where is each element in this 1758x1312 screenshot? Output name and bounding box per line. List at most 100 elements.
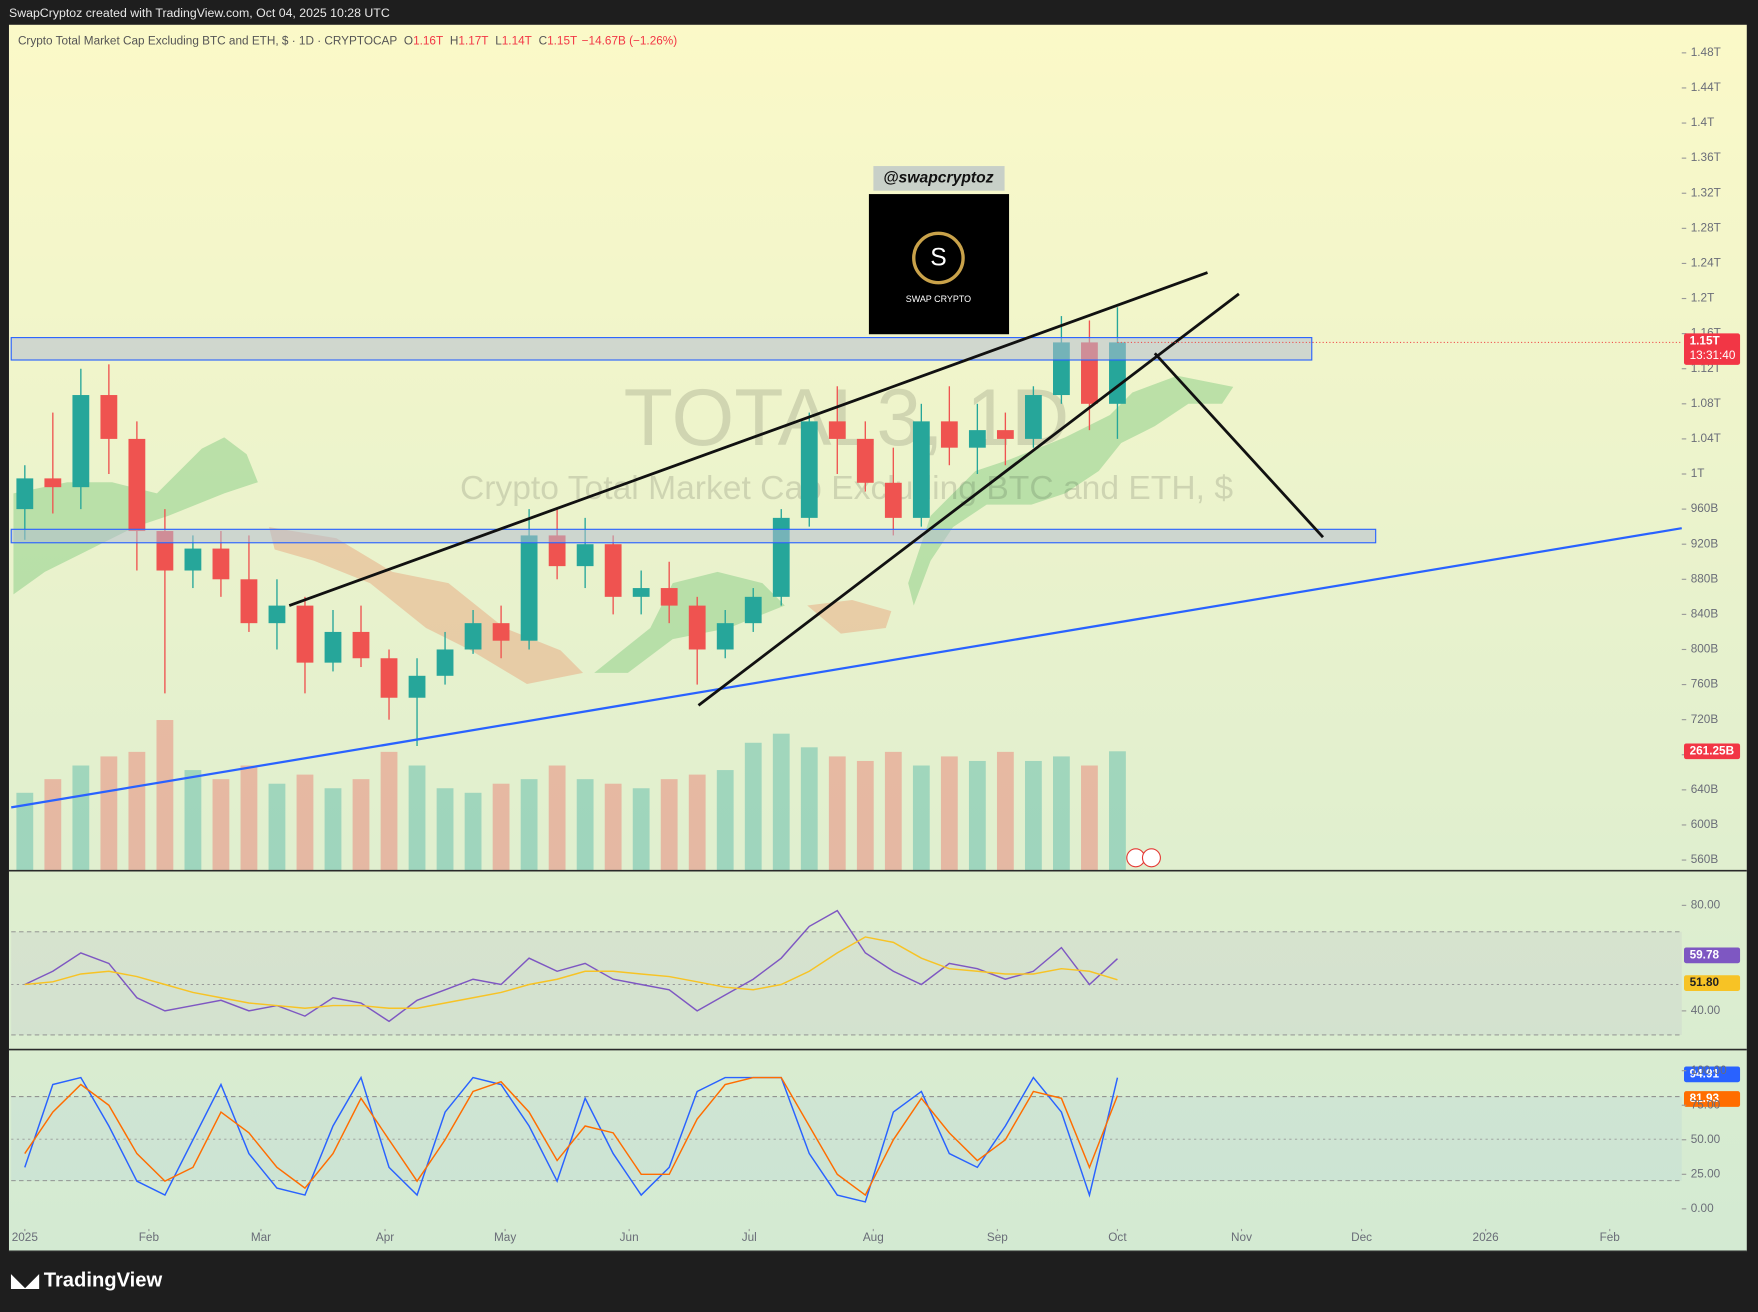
volume-bar — [772, 733, 790, 871]
candle-body — [1024, 395, 1042, 439]
y-tick-label: 80.00 — [1691, 898, 1721, 911]
candle-body — [520, 535, 538, 641]
candle-body — [268, 605, 286, 624]
candle-body — [716, 623, 734, 650]
volume-bar — [688, 774, 706, 871]
volume-label-bg — [1684, 743, 1741, 760]
annotation: @swapcryptoz — [883, 170, 993, 187]
candle-body — [828, 421, 846, 439]
x-tick-label: 2026 — [1473, 1231, 1500, 1244]
volume-bar — [940, 756, 958, 871]
marks — [16, 307, 1126, 1203]
logo-text: SWAP CRYPTO — [906, 294, 971, 304]
x-tick-label: Dec — [1351, 1231, 1372, 1244]
indicator-line — [24, 1075, 1119, 1203]
volume-bar — [184, 770, 202, 871]
legend-key: C — [539, 35, 548, 48]
volume-bar — [828, 756, 846, 871]
last-value-label: 94.91 — [1690, 1067, 1720, 1080]
legend-value: 1.16T — [413, 35, 443, 48]
y-tick-label: 1.12T — [1691, 362, 1721, 375]
volume-bar — [212, 779, 230, 871]
volume-bar — [1081, 765, 1098, 871]
logo-letter: S — [930, 245, 946, 272]
cloud — [11, 375, 1682, 1182]
x-tick-label: Feb — [139, 1231, 160, 1244]
y-tick-label: 25.00 — [1691, 1167, 1721, 1180]
y-tick-label: 800B — [1691, 643, 1719, 656]
last-value-label-bg — [1684, 975, 1741, 991]
last-value-label: 81.93 — [1690, 1092, 1720, 1105]
candle-body — [380, 658, 398, 698]
legend-title: Crypto Total Market Cap Excluding BTC an… — [18, 35, 397, 48]
volume-bar — [856, 760, 874, 871]
volume-bar — [44, 779, 62, 871]
x-tick-label: Jun — [620, 1231, 639, 1244]
volume-bar — [660, 779, 678, 871]
header: SwapCryptoz created with TradingView.com… — [9, 6, 390, 20]
y-tick-label: 720B — [1691, 713, 1719, 726]
x-tick-label: Feb — [1600, 1231, 1621, 1244]
last-value-label-bg — [1684, 947, 1741, 964]
y-tick-label: 880B — [1691, 572, 1719, 585]
candle-body — [212, 548, 230, 580]
y-tick-label: 0.00 — [1691, 1202, 1714, 1215]
last-value-label: 51.80 — [1690, 976, 1720, 989]
volume-bar — [1109, 751, 1126, 871]
indicator-line — [24, 909, 1118, 1023]
candle-body — [492, 623, 510, 641]
volume-bar — [716, 770, 734, 871]
y-tick-label: 840B — [1691, 607, 1719, 620]
volume-bar — [1053, 756, 1070, 871]
candle-body — [744, 596, 762, 624]
y-tick-label: 960B — [1691, 502, 1719, 515]
indicator-line — [24, 936, 1118, 1010]
volume-bar — [380, 751, 398, 871]
x-tick-label: May — [494, 1231, 516, 1244]
candle-body — [912, 421, 930, 518]
volume-bar — [296, 774, 314, 871]
legend-value: 1.14T — [502, 35, 532, 48]
last-price: 1.15T — [1690, 334, 1721, 347]
y-tick-label: 40.00 — [1691, 1004, 1721, 1017]
legend-key: H — [450, 35, 459, 48]
y-tick-label: 75.00 — [1691, 1098, 1721, 1111]
countdown: 13:31:40 — [1690, 349, 1736, 362]
volume-bar — [268, 783, 286, 871]
y-tick-label: 1.04T — [1691, 432, 1721, 445]
candle-body — [44, 478, 62, 488]
candle-body — [688, 605, 706, 650]
volume-bar — [16, 792, 34, 871]
volume-bar — [72, 765, 90, 871]
last-value-label: 59.78 — [1690, 948, 1720, 961]
drawings — [10, 166, 1682, 868]
watermark-subtitle: Crypto Total Market Cap Excluding BTC an… — [460, 470, 1233, 507]
candle-body — [16, 478, 34, 510]
candle-body — [464, 623, 482, 650]
candle-body — [996, 430, 1014, 439]
volume-bar — [548, 765, 566, 871]
legend-value: 1.17T — [458, 35, 488, 48]
candle-body — [408, 675, 426, 698]
candle-body — [800, 421, 818, 518]
legend-key: O — [404, 35, 413, 48]
volume-bar — [156, 720, 174, 871]
x-tick-label: Aug — [863, 1231, 884, 1244]
candle-body — [968, 430, 986, 448]
candle-body — [884, 482, 902, 518]
volume-bar — [324, 788, 342, 871]
y-tick-label: 600B — [1691, 818, 1719, 831]
last-value-label-bg — [1684, 1066, 1741, 1083]
y-tick-label: 1.2T — [1691, 292, 1715, 305]
candle-body — [324, 631, 342, 663]
volume-label: 261.25B — [1690, 744, 1734, 757]
y-tick-label: 50.00 — [1691, 1133, 1721, 1146]
volume-bar — [464, 792, 482, 871]
y-tick-label: 640B — [1691, 783, 1719, 796]
candle-body — [184, 548, 202, 571]
footer-logo: ◣◢ TradingView — [10, 1270, 162, 1292]
indicator-line — [24, 1076, 1119, 1197]
candle-body — [632, 588, 650, 597]
